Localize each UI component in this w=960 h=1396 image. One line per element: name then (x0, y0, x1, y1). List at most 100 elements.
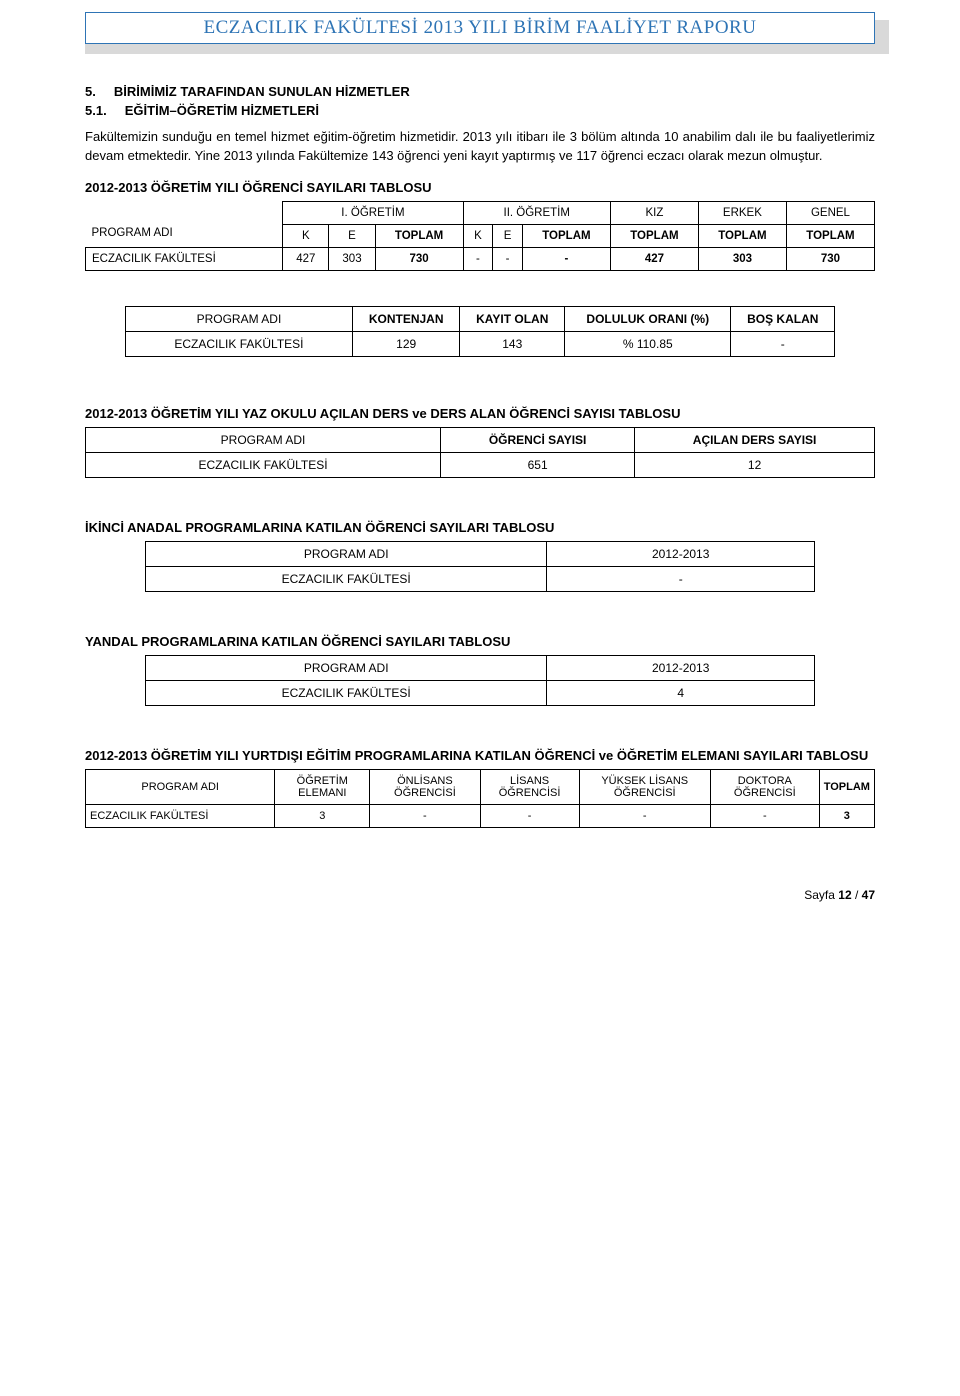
header-shadow-bottom (85, 44, 889, 54)
t6-h4: YÜKSEK LİSANS ÖĞRENCİSİ (579, 769, 710, 804)
t3-h0: PROGRAM ADI (86, 427, 441, 452)
page-header-title: ECZACILIK FAKÜLTESİ 2013 YILI BİRİM FAAL… (85, 12, 875, 44)
t6-c4: - (579, 804, 710, 827)
t1-prog: ECZACILIK FAKÜLTESİ (86, 247, 283, 270)
t5-h1: 2012-2013 (547, 655, 815, 680)
page-footer: Sayfa 12 / 47 (85, 888, 875, 902)
intro-paragraph: Fakültemizin sunduğu en temel hizmet eği… (85, 128, 875, 166)
section-5-number: 5. (85, 84, 96, 99)
t6-h1: ÖĞRETİM ELEMANI (275, 769, 370, 804)
t3-h2: AÇILAN DERS SAYISI (635, 427, 875, 452)
t6-c3: - (480, 804, 579, 827)
t6-h0: PROGRAM ADI (86, 769, 275, 804)
t5-h0: PROGRAM ADI (146, 655, 547, 680)
table-row: PROGRAM ADI 2012-2013 (146, 541, 815, 566)
t4-h0: PROGRAM ADI (146, 541, 547, 566)
section-5-1-title: EĞİTİM–ÖĞRETİM HİZMETLERİ (125, 103, 319, 118)
t1-h-e1: E (329, 224, 375, 247)
t1-e2: - (493, 247, 523, 270)
t1-h-t3: TOPLAM (610, 224, 698, 247)
footer-page: 12 (838, 888, 851, 902)
table-row: ECZACILIK FAKÜLTESİ 129 143 % 110.85 - (126, 331, 835, 356)
table-yurtdisi: PROGRAM ADI ÖĞRETİM ELEMANI ÖNLİSANS ÖĞR… (85, 769, 875, 828)
table-ikinci-anadal: PROGRAM ADI 2012-2013 ECZACILIK FAKÜLTES… (145, 541, 815, 592)
t1-h-ii-ogretim: II. ÖĞRETİM (463, 201, 610, 224)
t2-h1: KONTENJAN (352, 306, 460, 331)
t3-h1: ÖĞRENCİ SAYISI (441, 427, 635, 452)
t6-h6: TOPLAM (819, 769, 874, 804)
t1-h-program: PROGRAM ADI (92, 227, 173, 239)
table6-title: 2012-2013 ÖĞRETİM YILI YURTDIŞI EĞİTİM P… (85, 748, 875, 763)
t6-c2: - (370, 804, 480, 827)
t2-oran: % 110.85 (565, 331, 731, 356)
section-5-title: BİRİMİMİZ TARAFINDAN SUNULAN HİZMETLER (114, 84, 410, 99)
t1-h-erkek: ERKEK (698, 201, 786, 224)
table5-title: YANDAL PROGRAMLARINA KATILAN ÖĞRENCİ SAY… (85, 634, 875, 649)
t1-h-e2: E (493, 224, 523, 247)
table-yandal: PROGRAM ADI 2012-2013 ECZACILIK FAKÜLTES… (145, 655, 815, 706)
table-row: ECZACILIK FAKÜLTESİ 3 - - - - 3 (86, 804, 875, 827)
t1-erkek: 303 (698, 247, 786, 270)
table3-title: 2012-2013 ÖĞRETİM YILI YAZ OKULU AÇILAN … (85, 406, 875, 421)
t3-prog: ECZACILIK FAKÜLTESİ (86, 452, 441, 477)
table-row: ECZACILIK FAKÜLTESİ 651 12 (86, 452, 875, 477)
t2-h3: DOLULUK ORANI (%) (565, 306, 731, 331)
section-5-1-number: 5.1. (85, 103, 107, 118)
t1-t1: 730 (375, 247, 463, 270)
table1-title: 2012-2013 ÖĞRETİM YILI ÖĞRENCİ SAYILARI … (85, 180, 875, 195)
t2-h4: BOŞ KALAN (731, 306, 835, 331)
table-row: PROGRAM ADI 2012-2013 (146, 655, 815, 680)
t6-h2: ÖNLİSANS ÖĞRENCİSİ (370, 769, 480, 804)
t2-kayit: 143 (460, 331, 565, 356)
table-row: PROGRAM ADI ÖĞRETİM ELEMANI ÖNLİSANS ÖĞR… (86, 769, 875, 804)
t2-h0: PROGRAM ADI (126, 306, 353, 331)
t3-ders: 12 (635, 452, 875, 477)
table-student-counts: PROGRAM ADI I. ÖĞRETİM II. ÖĞRETİM KIZ E… (85, 201, 875, 271)
t4-val: - (547, 566, 815, 591)
section-5-1-heading: 5.1. EĞİTİM–ÖĞRETİM HİZMETLERİ (85, 103, 875, 118)
t1-h-k1: K (283, 224, 329, 247)
t3-ogr: 651 (441, 452, 635, 477)
t6-c1: 3 (275, 804, 370, 827)
t1-h-i-ogretim: I. ÖĞRETİM (283, 201, 463, 224)
t6-h5: DOKTORA ÖĞRENCİSİ (710, 769, 819, 804)
t6-c6: 3 (819, 804, 874, 827)
t6-prog: ECZACILIK FAKÜLTESİ (86, 804, 275, 827)
table-row: ECZACILIK FAKÜLTESİ 427 303 730 - - - 42… (86, 247, 875, 270)
table-row: PROGRAM ADI I. ÖĞRETİM II. ÖĞRETİM KIZ E… (86, 201, 875, 224)
table4-title: İKİNCİ ANADAL PROGRAMLARINA KATILAN ÖĞRE… (85, 520, 875, 535)
table-yaz-okulu: PROGRAM ADI ÖĞRENCİ SAYISI AÇILAN DERS S… (85, 427, 875, 478)
t2-prog: ECZACILIK FAKÜLTESİ (126, 331, 353, 356)
t1-h-t1: TOPLAM (375, 224, 463, 247)
t2-h2: KAYIT OLAN (460, 306, 565, 331)
t6-c5: - (710, 804, 819, 827)
t1-h-kiz: KIZ (610, 201, 698, 224)
t1-h-t5: TOPLAM (786, 224, 874, 247)
t2-bos: - (731, 331, 835, 356)
t1-h-t2: TOPLAM (522, 224, 610, 247)
t1-k2: - (463, 247, 493, 270)
t1-e1: 303 (329, 247, 375, 270)
page-header: ECZACILIK FAKÜLTESİ 2013 YILI BİRİM FAAL… (85, 12, 875, 44)
t4-prog: ECZACILIK FAKÜLTESİ (146, 566, 547, 591)
footer-sep: / (852, 888, 862, 902)
t1-t2: - (522, 247, 610, 270)
footer-total: 47 (862, 888, 875, 902)
table-row: PROGRAM ADI ÖĞRENCİ SAYISI AÇILAN DERS S… (86, 427, 875, 452)
t1-h-genel: GENEL (786, 201, 874, 224)
t1-kiz: 427 (610, 247, 698, 270)
footer-prefix: Sayfa (804, 888, 838, 902)
t4-h1: 2012-2013 (547, 541, 815, 566)
t5-val: 4 (547, 680, 815, 705)
table-row: ECZACILIK FAKÜLTESİ - (146, 566, 815, 591)
t1-h-k2: K (463, 224, 493, 247)
t1-h-t4: TOPLAM (698, 224, 786, 247)
t5-prog: ECZACILIK FAKÜLTESİ (146, 680, 547, 705)
section-5-heading: 5. BİRİMİMİZ TARAFINDAN SUNULAN HİZMETLE… (85, 84, 875, 99)
table-kontenjan: PROGRAM ADI KONTENJAN KAYIT OLAN DOLULUK… (125, 306, 835, 357)
table-row: PROGRAM ADI KONTENJAN KAYIT OLAN DOLULUK… (126, 306, 835, 331)
table-row: ECZACILIK FAKÜLTESİ 4 (146, 680, 815, 705)
t1-genel: 730 (786, 247, 874, 270)
t2-kont: 129 (352, 331, 460, 356)
t1-k1: 427 (283, 247, 329, 270)
